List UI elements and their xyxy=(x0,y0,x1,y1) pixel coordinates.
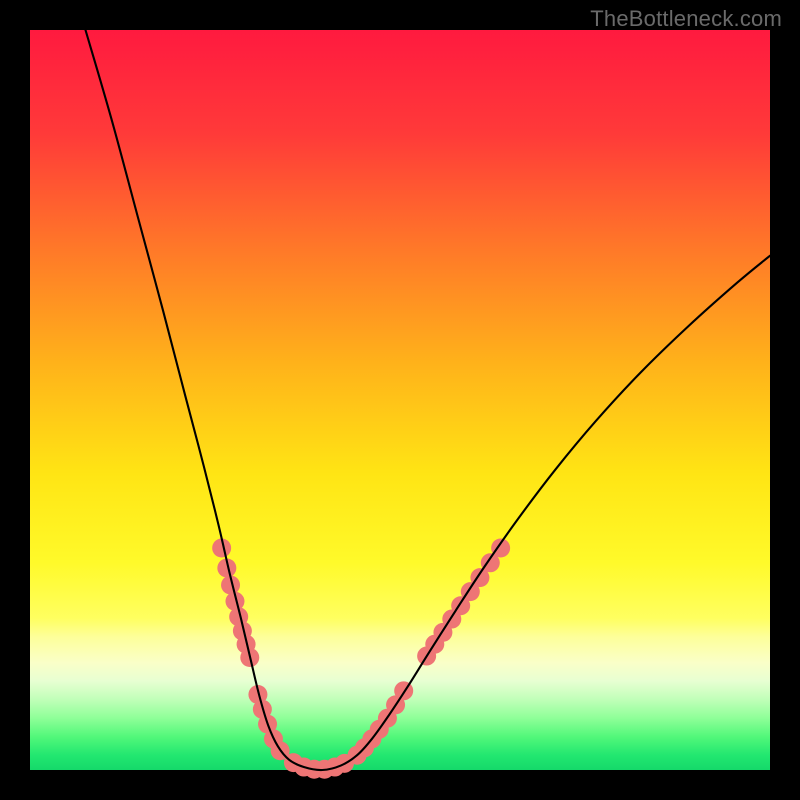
bottleneck-chart xyxy=(0,0,800,800)
curve-marker xyxy=(491,539,510,558)
chart-container: { "watermark": "TheBottleneck.com", "cha… xyxy=(0,0,800,800)
plot-background xyxy=(30,30,770,770)
watermark-text: TheBottleneck.com xyxy=(590,6,782,32)
